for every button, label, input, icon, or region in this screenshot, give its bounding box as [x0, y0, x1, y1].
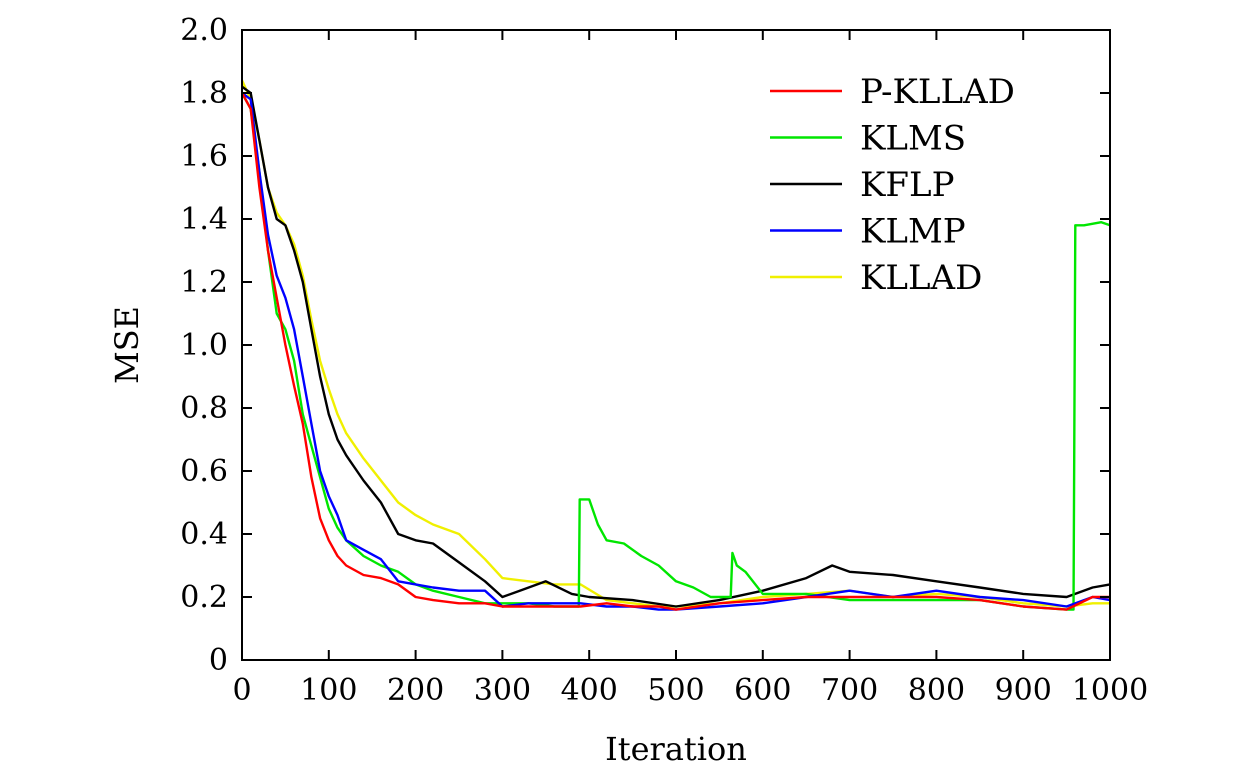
- y-axis-title: MSE: [108, 306, 146, 384]
- x-tick-label: 200: [387, 673, 444, 708]
- legend-label: P-KLLAD: [860, 72, 1015, 112]
- y-axis: 0 0.2 0.4 0.6 0.8 1.0 1.2 1.4 1.6 1.8 2.0: [180, 13, 1110, 678]
- x-tick-label: 800: [908, 673, 965, 708]
- y-tick-label: 0.6: [180, 454, 228, 489]
- y-tick-label: 1.6: [180, 139, 228, 174]
- y-tick-label: 1.2: [180, 265, 228, 300]
- legend-label: KLMS: [860, 119, 966, 159]
- series-line-kflp: [241, 85, 1111, 608]
- y-tick-label: 1.4: [180, 202, 228, 237]
- x-tick-label: 100: [300, 673, 357, 708]
- y-tick-label: 0: [209, 643, 228, 678]
- y-tick-label: 0.4: [180, 517, 228, 552]
- plot-lines: [240, 79, 1111, 611]
- series-line-kllad: [240, 79, 1110, 608]
- x-tick-label: 400: [561, 673, 618, 708]
- legend-label: KFLP: [860, 165, 954, 205]
- y-tick-label: 1.8: [180, 76, 228, 111]
- y-tick-label: 1.0: [180, 328, 228, 363]
- x-axis: 0 100 200 300 400 500 600 700 800 900 1000: [232, 30, 1148, 708]
- x-tick-label: 1000: [1072, 673, 1148, 708]
- x-tick-label: 500: [647, 673, 704, 708]
- y-tick-label: 0.2: [180, 580, 228, 615]
- series-line-klmp: [241, 92, 1111, 611]
- plot-frame: [241, 29, 1111, 661]
- x-axis-title: Iteration: [605, 730, 747, 768]
- legend-label: KLLAD: [860, 258, 982, 298]
- series-line-klms: [240, 92, 1111, 611]
- x-tick-label: 600: [734, 673, 791, 708]
- x-tick-label: 700: [821, 673, 878, 708]
- x-tick-label: 0: [232, 673, 251, 708]
- y-tick-label: 0.8: [180, 391, 228, 426]
- legend-label: KLMP: [860, 212, 966, 252]
- y-tick-label: 2.0: [180, 13, 228, 48]
- x-tick-label: 900: [995, 673, 1052, 708]
- x-tick-label: 300: [474, 673, 531, 708]
- legend: P-KLLAD KLMS KFLP KLMP KLLAD: [770, 72, 1015, 298]
- series-line-p-kllad: [240, 92, 1110, 611]
